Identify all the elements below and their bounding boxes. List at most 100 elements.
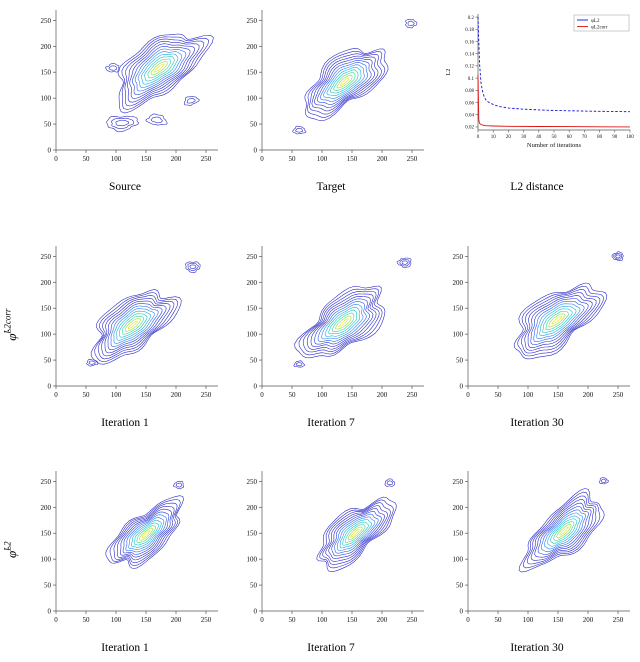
svg-text:0.08: 0.08: [465, 89, 474, 94]
svg-text:0: 0: [54, 616, 58, 624]
svg-text:200: 200: [453, 279, 464, 287]
subplot-l2-distance: 0 10 20 30 40 50 60 70 80 90 100 0.02 0.04 0.06 0.08 0.…: [434, 0, 640, 212]
svg-text:250: 250: [41, 17, 52, 25]
svg-text:200: 200: [171, 616, 182, 624]
svg-text:200: 200: [583, 616, 594, 624]
svg-text:100: 100: [317, 155, 328, 163]
l2-iteration7-contour-plot: 00 50 50 100 100 150 150 200 200 250 250: [247, 471, 424, 624]
svg-text:150: 150: [247, 69, 258, 77]
svg-text:0: 0: [260, 616, 264, 624]
row-label-phi-l2corr: φ̇L2corr: [2, 308, 19, 340]
svg-text:250: 250: [41, 253, 52, 261]
svg-text:250: 250: [201, 391, 212, 399]
svg-text:40: 40: [536, 135, 542, 140]
row-label-base: φ̇: [3, 550, 19, 558]
svg-text:200: 200: [247, 504, 258, 512]
svg-text:150: 150: [141, 391, 152, 399]
svg-text:0: 0: [54, 155, 58, 163]
svg-text:250: 250: [613, 391, 624, 399]
subplot-l2corr-iter1: 0 0 50 50 100 100 150 150 200 200 250 250 Iteration…: [22, 212, 228, 437]
svg-text:Number of iterations: Number of iterations: [527, 142, 582, 149]
plot-caption-source: Source: [109, 181, 141, 193]
svg-text:0: 0: [460, 608, 464, 616]
svg-text:250: 250: [41, 478, 52, 486]
svg-text:150: 150: [553, 391, 564, 399]
svg-text:0.04: 0.04: [465, 114, 474, 119]
svg-text:0: 0: [466, 616, 470, 624]
l2corr-iteration1-contour-plot: 00 50 50 100 100 150 150 200 200 250 250: [41, 246, 218, 399]
svg-text:0.14: 0.14: [465, 52, 474, 57]
svg-text:50: 50: [289, 155, 297, 163]
plot-caption-l2-iter1: Iteration 1: [101, 642, 149, 654]
svg-text:150: 150: [347, 616, 358, 624]
svg-text:0: 0: [254, 383, 258, 391]
plot-caption-l2-iter30: Iteration 30: [510, 642, 564, 654]
l2corr-iteration7-contour-plot: 00 50 50 100 100 150 150 200 200 250 250: [247, 246, 424, 399]
svg-text:200: 200: [583, 391, 594, 399]
svg-text:100: 100: [111, 616, 122, 624]
svg-text:200: 200: [247, 279, 258, 287]
svg-text:0: 0: [466, 391, 470, 399]
row-label-phi-l2: φ̇L2: [2, 541, 19, 558]
plot-caption-l2corr-iter7: Iteration 7: [307, 417, 355, 429]
svg-text:250: 250: [453, 478, 464, 486]
svg-text:60: 60: [567, 135, 573, 140]
svg-text:250: 250: [247, 478, 258, 486]
svg-text:50: 50: [495, 616, 503, 624]
svg-text:50: 50: [83, 155, 91, 163]
subplot-l2corr-iter30: 0 0 50 50 100 100 150 150 200 200 250 250 Iteration…: [434, 212, 640, 437]
row-label-sup: L2: [2, 541, 13, 551]
l2corr-iteration30-contour-plot: 00 50 50 100 100 150 150 200 200 250 250: [453, 246, 630, 399]
svg-text:50: 50: [83, 616, 91, 624]
target-contour-plot: 00 50 50 100 100 150 150 200 200 250 250: [247, 10, 424, 163]
svg-text:φL2: φL2: [591, 19, 600, 24]
svg-text:50: 50: [289, 391, 297, 399]
svg-text:250: 250: [201, 155, 212, 163]
svg-text:0.2: 0.2: [468, 16, 475, 21]
svg-text:250: 250: [247, 17, 258, 25]
svg-text:100: 100: [247, 95, 258, 103]
l2-iteration30-contour-plot: 00 50 50 100 100 150 150 200 200 250 250: [453, 471, 630, 624]
svg-text:0.16: 0.16: [465, 40, 474, 45]
svg-text:50: 50: [456, 582, 464, 590]
plot-caption-l2corr-iter30: Iteration 30: [510, 417, 564, 429]
subplot-l2corr-iter7: 0 0 50 50 100 100 150 150 200 200 250 250 Iteration…: [228, 212, 434, 437]
svg-text:200: 200: [377, 391, 388, 399]
svg-text:L2: L2: [446, 69, 452, 76]
row3-label-cell: φ̇L2: [0, 437, 22, 662]
svg-text:90: 90: [612, 135, 618, 140]
svg-text:0.02: 0.02: [465, 126, 474, 131]
plot-caption-target: Target: [316, 181, 346, 193]
svg-text:0: 0: [254, 608, 258, 616]
svg-text:150: 150: [347, 391, 358, 399]
source-contour-plot: 00 50 50 100 100 150 150 200 200 250 250: [41, 10, 218, 163]
svg-text:100: 100: [317, 616, 328, 624]
svg-text:150: 150: [141, 616, 152, 624]
svg-text:100: 100: [41, 95, 52, 103]
subplot-target: 0 0 50 50 100 100 150 150 200 200 250 250 Target: [228, 0, 434, 212]
svg-text:150: 150: [453, 530, 464, 538]
subplot-source: 0 0 50 50 100 100 150 150 200 200 250 250 Source: [22, 0, 228, 212]
svg-text:250: 250: [407, 391, 418, 399]
svg-text:0: 0: [48, 383, 52, 391]
svg-text:150: 150: [41, 69, 52, 77]
svg-text:250: 250: [453, 253, 464, 261]
svg-text:70: 70: [582, 135, 588, 140]
row2-label-cell: φ̇L2corr: [0, 212, 22, 437]
subplot-l2-iter30: 0 0 50 50 100 100 150 150 200 200 250 250 Iteration…: [434, 437, 640, 662]
svg-text:0: 0: [477, 135, 480, 140]
row1-label-spacer: [0, 0, 22, 212]
svg-text:200: 200: [453, 504, 464, 512]
svg-text:50: 50: [83, 391, 91, 399]
svg-text:200: 200: [247, 43, 258, 51]
svg-text:0: 0: [54, 391, 58, 399]
svg-text:50: 50: [495, 391, 503, 399]
svg-text:250: 250: [201, 616, 212, 624]
svg-text:150: 150: [453, 305, 464, 313]
svg-text:100: 100: [523, 391, 534, 399]
svg-text:200: 200: [377, 155, 388, 163]
svg-text:200: 200: [41, 43, 52, 51]
svg-text:100: 100: [111, 391, 122, 399]
svg-text:100: 100: [317, 391, 328, 399]
